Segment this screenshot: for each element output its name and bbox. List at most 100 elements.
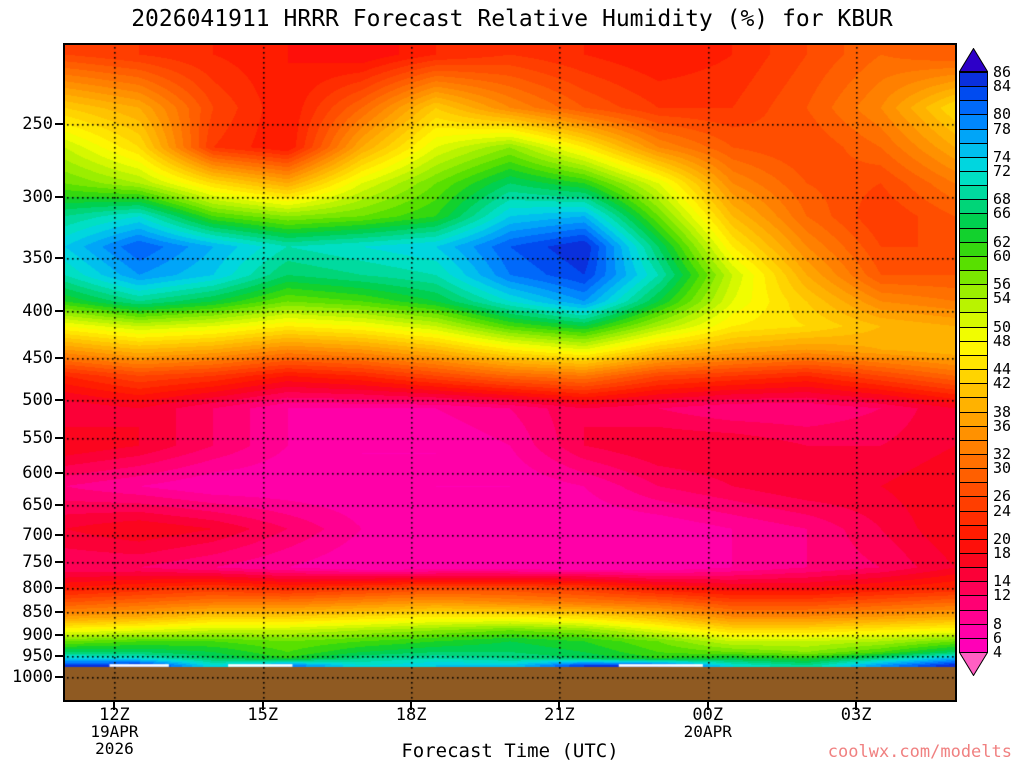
y-tick-mark <box>55 257 63 260</box>
colorbar-cell <box>960 637 987 652</box>
y-tick-mark <box>55 561 63 564</box>
colorbar-cell <box>960 185 987 200</box>
colorbar-tick-label: 66 <box>993 204 1012 223</box>
plot-area <box>63 43 957 702</box>
y-tick-mark <box>55 655 63 658</box>
y-tick-label: 700 <box>22 524 53 545</box>
colorbar-tick-label: 80 <box>993 105 1012 124</box>
colorbar-cell <box>960 482 987 497</box>
colorbar-cell <box>960 567 987 582</box>
y-tick-mark <box>55 357 63 360</box>
colorbar-cell <box>960 312 987 327</box>
chart-title: 2026041911 HRRR Forecast Relative Humidi… <box>131 6 893 32</box>
colorbar-cell <box>960 72 987 87</box>
colorbar-cell <box>960 156 987 172</box>
colorbar-tick-label: 30 <box>993 459 1012 478</box>
colorbar-cell <box>960 383 987 398</box>
colorbar-cell <box>960 439 987 454</box>
colorbar-tick-label: 48 <box>993 331 1012 350</box>
colorbar-cell <box>960 510 987 525</box>
colorbar-cell <box>960 298 987 313</box>
y-tick-mark <box>55 437 63 440</box>
colorbar-tick-label: 20 <box>993 529 1012 548</box>
colorbar-cell <box>960 100 987 115</box>
colorbar-tick-label: 26 <box>993 487 1012 506</box>
y-tick-label: 300 <box>22 186 53 207</box>
x-tick-mark <box>410 702 413 710</box>
y-tick-mark <box>55 633 63 636</box>
colorbar-cell <box>960 411 987 426</box>
x-tick-label: 18Z <box>395 705 427 725</box>
colorbar-cell <box>960 114 987 129</box>
colorbar-cell <box>960 425 987 440</box>
colorbar-cell <box>960 284 987 299</box>
colorbar-tick-label: 60 <box>993 246 1012 265</box>
x-axis-title: Forecast Time (UTC) <box>401 740 619 762</box>
colorbar-above-max-arrow <box>959 48 988 72</box>
colorbar-cell <box>960 453 987 469</box>
colorbar-tick-label: 6 <box>993 628 1003 647</box>
colorbar-tick-label: 56 <box>993 275 1012 294</box>
y-tick-mark <box>55 504 63 507</box>
x-date-label: 19APR <box>90 722 139 741</box>
y-tick-label: 750 <box>22 552 53 573</box>
colorbar-tick-label: 44 <box>993 360 1012 379</box>
colorbar-cell <box>960 609 987 624</box>
x-tick-mark <box>113 702 116 710</box>
x-date-label: 20APR <box>683 722 732 741</box>
colorbar-cell <box>960 340 987 355</box>
colorbar-tick-label: 18 <box>993 543 1012 562</box>
y-tick-mark <box>55 399 63 402</box>
colorbar-cell <box>960 213 987 228</box>
watermark: coolwx.com/modelts <box>827 742 1012 762</box>
colorbar-tick-label: 38 <box>993 402 1012 421</box>
colorbar-below-min-arrow <box>959 652 988 676</box>
colorbar-cell <box>960 524 987 539</box>
x-date-label: 2026 <box>95 739 134 758</box>
y-tick-mark <box>55 675 63 678</box>
y-tick-mark <box>55 472 63 475</box>
colorbar-cell <box>960 581 987 596</box>
y-tick-mark <box>55 610 63 613</box>
x-tick-label: 03Z <box>840 705 872 725</box>
colorbar-cell <box>960 199 987 214</box>
x-tick-label: 21Z <box>544 705 575 725</box>
y-tick-label: 500 <box>22 390 53 411</box>
y-tick-mark <box>55 533 63 536</box>
y-tick-label: 650 <box>22 495 53 516</box>
y-tick-label: 1000 <box>12 666 53 687</box>
y-tick-label: 950 <box>22 646 53 667</box>
colorbar-tick-label: 8 <box>993 614 1003 633</box>
y-tick-mark <box>55 195 63 198</box>
colorbar-cell <box>960 86 987 101</box>
colorbar-tick-label: 78 <box>993 119 1012 138</box>
colorbar-tick-label: 42 <box>993 374 1012 393</box>
y-tick-label: 600 <box>22 463 53 484</box>
colorbar-cell <box>960 552 987 568</box>
colorbar-cell <box>960 270 987 285</box>
y-tick-mark <box>55 586 63 589</box>
x-tick-label: 12Z <box>99 705 130 725</box>
colorbar-tick-label: 54 <box>993 289 1012 308</box>
colorbar-cell <box>960 496 987 511</box>
colorbar-tick-label: 36 <box>993 416 1012 435</box>
colorbar-cell <box>960 227 987 242</box>
y-tick-label: 850 <box>22 601 53 622</box>
colorbar-cell <box>960 468 987 483</box>
colorbar-cell <box>960 354 987 370</box>
colorbar-tick-label: 50 <box>993 317 1012 336</box>
y-tick-label: 350 <box>22 248 53 269</box>
colorbar-tick-label: 84 <box>993 77 1012 96</box>
colorbar-tick-label: 74 <box>993 147 1012 166</box>
colorbar-tick-label: 62 <box>993 232 1012 251</box>
x-tick-mark <box>706 702 709 710</box>
x-tick-mark <box>855 702 858 710</box>
rh-heatmap-canvas <box>65 45 955 700</box>
colorbar-tick-label: 4 <box>993 643 1003 661</box>
y-tick-label: 900 <box>22 624 53 645</box>
y-tick-mark <box>55 123 63 126</box>
y-tick-mark <box>55 310 63 313</box>
colorbar-tick-label: 12 <box>993 586 1012 605</box>
colorbar-cell <box>960 623 987 638</box>
